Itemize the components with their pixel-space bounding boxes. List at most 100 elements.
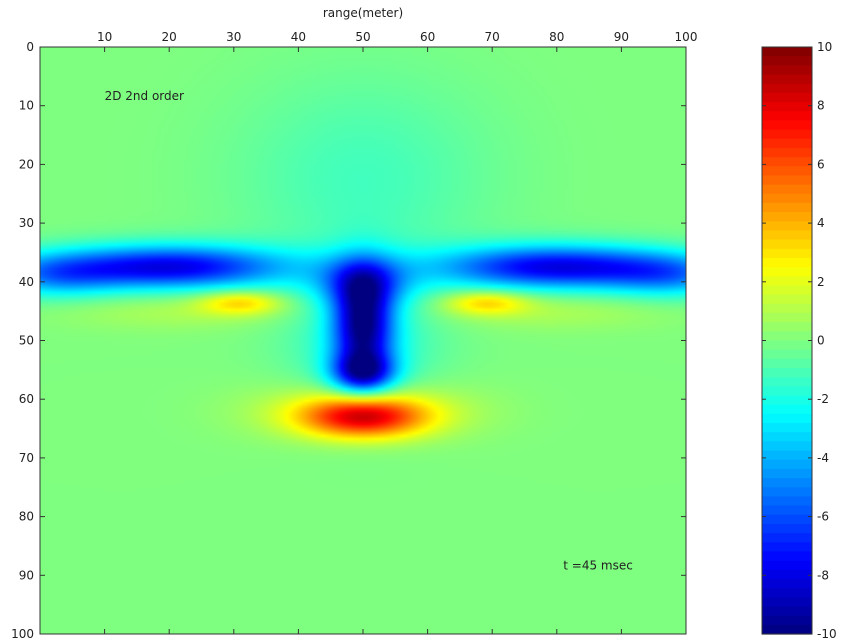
- y-tick-label: 10: [19, 99, 34, 113]
- y-tick-label: 100: [11, 627, 34, 641]
- colorbar-segment: [762, 358, 812, 369]
- colorbar-segment: [762, 523, 812, 534]
- x-tick-label: 100: [675, 30, 698, 44]
- colorbar-tick-label: 10: [817, 40, 832, 54]
- colorbar-segment: [762, 423, 812, 433]
- y-tick-label: 50: [19, 334, 34, 348]
- x-tick-label: 30: [226, 30, 241, 44]
- colorbar-segment: [762, 138, 812, 149]
- plot-area: [39, 46, 687, 635]
- y-tick-label: 40: [19, 275, 34, 289]
- colorbar-tick-label: 0: [817, 334, 825, 348]
- colorbar-segment: [762, 83, 812, 94]
- colorbar-segment: [762, 588, 812, 598]
- colorbar-segment: [762, 487, 812, 498]
- colorbar-segment: [762, 267, 812, 277]
- colorbar-segment: [762, 257, 812, 268]
- colorbar-segment: [762, 597, 812, 608]
- colorbar-segment: [762, 157, 812, 167]
- colorbar-segment: [762, 615, 812, 626]
- colorbar-tick-label: -4: [817, 451, 829, 465]
- x-tick-label: 50: [355, 30, 370, 44]
- colorbar-segment: [762, 202, 812, 213]
- colorbar-segment: [762, 322, 812, 332]
- colorbar-segment: [762, 368, 812, 378]
- y-tick-label: 70: [19, 451, 34, 465]
- annotations: 2D 2nd order t =45 msec: [105, 89, 633, 573]
- y-tick-label: 30: [19, 216, 34, 230]
- colorbar-segment: [762, 147, 812, 158]
- colorbar-segment: [762, 239, 812, 250]
- colorbar-segment: [762, 340, 812, 351]
- colorbar-segment: [762, 230, 812, 241]
- annotation-text: t =45 msec: [563, 558, 633, 572]
- colorbar-tick-label: 8: [817, 99, 825, 113]
- colorbar-tick-label: -6: [817, 510, 829, 524]
- colorbar-segment: [762, 404, 812, 415]
- x-tick-label: 10: [97, 30, 112, 44]
- colorbar-segment: [762, 459, 812, 470]
- y-tick-label: 90: [19, 568, 34, 582]
- colorbar-segment: [762, 560, 812, 571]
- colorbar-segment: [762, 129, 812, 140]
- colorbar-segment: [762, 624, 812, 635]
- colorbar-segment: [762, 468, 812, 479]
- colorbar-segment: [762, 606, 812, 617]
- x-tick-label: 20: [162, 30, 177, 44]
- y-tick-label: 80: [19, 510, 34, 524]
- colorbar-segment: [762, 120, 812, 131]
- colorbar-tick-label: 6: [817, 157, 825, 171]
- x-tick-label: 70: [485, 30, 500, 44]
- colorbar-segment: [762, 395, 812, 406]
- colorbar-segment: [762, 331, 812, 342]
- colorbar-segment: [762, 542, 812, 553]
- colorbar-segment: [762, 285, 812, 296]
- colorbar-tick-label: -2: [817, 392, 829, 406]
- y-tick-label: 60: [19, 392, 34, 406]
- colorbar-ticks: 10 8 6 4 2 0 -2 -4 -6 -8 -10: [762, 40, 837, 641]
- x-tick-label: 60: [420, 30, 435, 44]
- colorbar-segment: [762, 386, 812, 397]
- colorbar-segment: [762, 248, 812, 259]
- colorbar-tick-label: 2: [817, 275, 825, 289]
- heatmap-image: [40, 47, 686, 634]
- colorbar-segment: [762, 441, 812, 452]
- colorbar-segment: [762, 294, 812, 305]
- colorbar-segment: [762, 111, 812, 121]
- colorbar-segment: [762, 312, 812, 323]
- colorbar-segment: [762, 65, 812, 76]
- colorbar-tick-label: -8: [817, 568, 829, 582]
- y-tick-label: 0: [26, 40, 34, 54]
- colorbar-segment: [762, 92, 812, 103]
- colorbar-segment: [762, 349, 812, 360]
- x-tick-label: 80: [549, 30, 564, 44]
- x-tick-label: 40: [291, 30, 306, 44]
- colorbar-segment: [762, 184, 812, 195]
- colorbar-segment: [762, 551, 812, 562]
- colorbar-segment: [762, 193, 812, 204]
- colorbar-segment: [762, 212, 812, 222]
- colorbar-segment: [762, 166, 812, 177]
- colorbar-segment: [762, 175, 812, 186]
- colorbar-segment: [762, 505, 812, 516]
- x-axis-ticks: 10 20 30 40 50 60 70 80 90 100: [97, 30, 697, 634]
- colorbar-segment: [762, 578, 812, 589]
- colorbar-segment: [762, 102, 812, 112]
- colorbar-segment: [762, 377, 812, 387]
- colorbar-tick-label: -10: [817, 627, 837, 641]
- colorbar: [761, 46, 813, 635]
- colorbar-segment: [762, 74, 812, 85]
- x-tick-label: 90: [614, 30, 629, 44]
- annotation-text: 2D 2nd order: [105, 89, 184, 103]
- colorbar-segment: [762, 533, 812, 543]
- colorbar-segment: [762, 478, 812, 488]
- colorbar-segment: [762, 496, 812, 507]
- y-tick-label: 20: [19, 157, 34, 171]
- colorbar-segment: [762, 276, 812, 287]
- colorbar-segment: [762, 514, 812, 525]
- colorbar-segment: [762, 432, 812, 442]
- y-axis-ticks: 0 10 20 30 40 50 60 70 80 90 100: [11, 40, 686, 641]
- colorbar-tick-label: 4: [817, 216, 825, 230]
- x-axis-label: range(meter): [323, 6, 403, 20]
